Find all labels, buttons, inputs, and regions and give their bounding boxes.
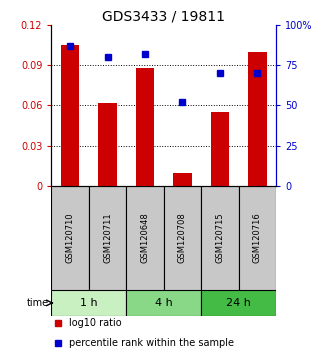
Text: GSM120708: GSM120708 [178, 213, 187, 263]
Bar [61, 45, 79, 186]
Bar [51, 186, 89, 290]
Text: GSM120648: GSM120648 [141, 213, 150, 263]
Bar [135, 68, 154, 186]
Text: 24 h: 24 h [226, 298, 251, 308]
Bar [51, 290, 126, 316]
Bar [211, 112, 229, 186]
Bar [239, 186, 276, 290]
Text: log10 ratio: log10 ratio [69, 319, 122, 329]
Bar [89, 186, 126, 290]
Text: GSM120715: GSM120715 [215, 213, 224, 263]
Bar [126, 290, 201, 316]
Text: GSM120710: GSM120710 [65, 213, 74, 263]
Text: GSM120716: GSM120716 [253, 213, 262, 263]
Text: 4 h: 4 h [155, 298, 173, 308]
Text: 1 h: 1 h [80, 298, 98, 308]
Bar [173, 173, 192, 186]
Bar [248, 52, 267, 186]
Bar [126, 186, 164, 290]
Text: GSM120711: GSM120711 [103, 213, 112, 263]
Bar [164, 186, 201, 290]
Bar [201, 290, 276, 316]
Text: percentile rank within the sample: percentile rank within the sample [69, 338, 234, 348]
Bar [201, 186, 239, 290]
Text: time: time [27, 298, 49, 308]
Bar [98, 103, 117, 186]
Title: GDS3433 / 19811: GDS3433 / 19811 [102, 10, 225, 24]
